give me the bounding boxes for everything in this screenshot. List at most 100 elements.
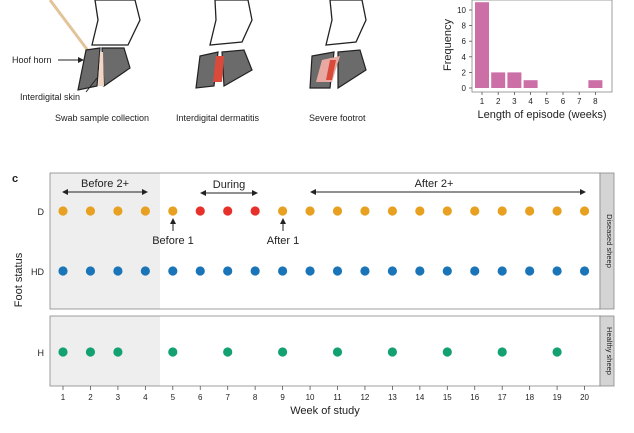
histogram-x-tick: 2 [496,97,501,106]
point-hd-week-4 [140,266,150,276]
histogram-bar [491,72,506,88]
histogram-y-ticks: 0 2 4 6 8 10 [457,6,472,93]
point-h-week-7 [223,347,233,357]
point-h-week-9 [278,347,288,357]
point-h-week-17 [497,347,507,357]
point-d-week-7 [223,206,233,216]
point-hd-week-5 [168,266,178,276]
point-hd-week-11 [332,266,343,276]
histogram-y-tick: 0 [462,84,467,93]
point-hd-week-16 [470,266,480,276]
diseased-strip [599,172,615,310]
point-h-week-5 [168,347,178,357]
week-tick-label: 15 [443,393,452,402]
point-d-week-20 [579,206,590,216]
week-tick-label: 6 [198,393,203,402]
before1-annotation: Before 1 [152,218,194,247]
point-d-week-12 [360,206,370,216]
before1-label: Before 1 [152,235,194,247]
week-tick-label: 8 [253,393,258,402]
foot-status-ylabel: Foot status [13,252,25,307]
point-h-week-19 [552,347,562,357]
hoof-horn-label: Hoof horn [12,55,52,65]
histogram-bar [507,72,522,88]
point-hd-week-14 [415,266,425,276]
point-d-week-13 [387,206,397,216]
point-d-week-15 [442,206,452,216]
histogram-bars [475,2,603,89]
histogram-y-tick: 2 [462,68,467,77]
point-hd-week-1 [58,266,68,276]
point-d-week-17 [497,206,507,216]
point-hd-week-7 [223,266,233,276]
point-hd-week-13 [387,266,397,276]
interdigital-skin-label: Interdigital skin [20,92,80,102]
histogram-y-tick: 10 [457,6,466,15]
week-tick-label: 3 [116,393,121,402]
status-label-h: H [38,348,45,358]
point-d-week-1 [58,206,68,216]
point-hd-week-15 [442,266,452,276]
point-h-week-11 [332,347,343,357]
histogram-x-tick: 8 [593,97,598,106]
after2-label: After 2+ [415,178,454,190]
point-d-week-4 [140,206,150,216]
point-hd-week-6 [195,266,205,276]
during-annotation: During [200,179,258,196]
hoof-horn-arrowhead [78,57,84,63]
week-tick-label: 13 [388,393,397,402]
week-tick-label: 11 [333,393,342,402]
point-hd-week-2 [85,266,96,276]
week-xlabel: Week of study [290,405,360,417]
histogram-bar [588,80,603,88]
status-label-hd: HD [31,267,44,277]
week-tick-label: 2 [88,393,93,402]
point-d-week-16 [470,206,480,216]
during-label: During [213,179,245,191]
week-tick-label: 18 [525,393,534,402]
point-h-week-1 [58,347,68,357]
point-d-week-3 [113,206,123,216]
point-h-week-3 [113,347,123,357]
histogram-y-tick: 4 [462,53,467,62]
point-d-week-14 [415,206,425,216]
point-hd-week-3 [113,266,123,276]
histogram-y-tick: 8 [462,22,467,31]
caption-dermatitis: Interdigital dermatitis [176,113,260,123]
histogram-x-tick: 5 [545,97,550,106]
point-hd-week-9 [278,266,288,276]
point-d-week-8 [250,206,260,216]
point-hd-week-18 [525,266,535,276]
before2-label: Before 2+ [81,178,129,190]
histogram-x-tick: 4 [528,97,533,106]
point-d-week-11 [332,206,343,216]
before2-annotation: Before 2+ [62,178,148,195]
hoof-swab-illustration [48,0,141,91]
caption-footrot: Severe footrot [309,113,366,123]
point-hd-week-17 [497,266,507,276]
healthy-strip-label: Healthy sheep [605,327,614,375]
histogram-x-tick: 1 [480,97,485,106]
week-tick-label: 12 [360,393,369,402]
point-d-week-5 [168,206,178,216]
healthy-strip [599,315,615,387]
week-ticks: 1 2 3 4 5 6 7 8 9 10 11 12 13 14 15 16 17 18 19 20 [61,386,590,402]
histogram-x-ticks: 1 2 3 4 5 6 7 8 [480,92,598,106]
point-d-week-2 [85,206,96,216]
point-d-week-9 [278,206,288,216]
week-tick-label: 1 [61,393,66,402]
point-h-week-15 [442,347,452,357]
point-d-week-6 [195,206,205,216]
point-h-week-13 [387,347,397,357]
histogram-bar [475,2,489,89]
week-tick-label: 10 [306,393,315,402]
week-tick-label: 17 [498,393,507,402]
histogram-y-tick: 6 [462,37,467,46]
point-hd-week-12 [360,266,370,276]
hoof-dermatitis-illustration [195,0,253,89]
pre-period-shade-top [50,173,160,309]
point-hd-week-20 [579,266,590,276]
pre-period-shade-bottom [50,316,160,386]
